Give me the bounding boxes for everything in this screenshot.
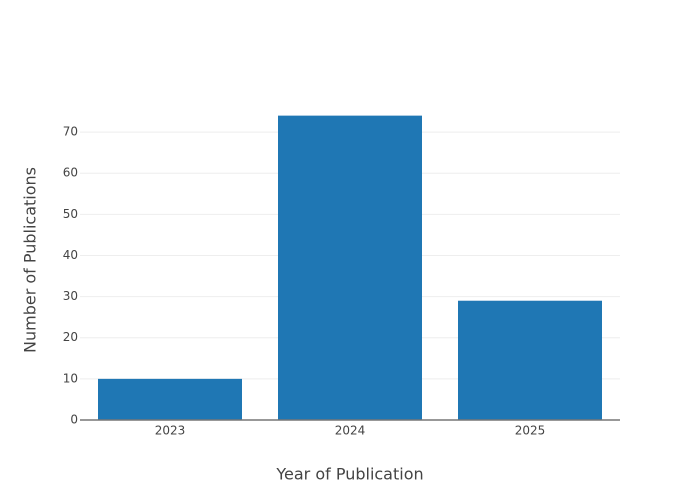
y-axis-title: Number of Publications [21, 167, 40, 353]
x-tick-label: 2023 [155, 424, 186, 438]
y-tick-label: 10 [63, 371, 78, 385]
y-tick-label: 0 [70, 413, 78, 427]
y-tick-label: 60 [63, 166, 78, 180]
x-tick-label: 2024 [335, 424, 366, 438]
bar [98, 378, 242, 420]
x-axis-title: Year of Publication [275, 465, 423, 484]
y-tick-label: 40 [63, 248, 78, 262]
bar [278, 115, 422, 420]
bar [458, 300, 602, 420]
y-tick-label: 50 [63, 207, 78, 221]
y-tick-label: 30 [63, 289, 78, 303]
y-tick-label: 20 [63, 330, 78, 344]
y-tick-label: 70 [63, 125, 78, 139]
x-tick-label: 2025 [515, 424, 546, 438]
